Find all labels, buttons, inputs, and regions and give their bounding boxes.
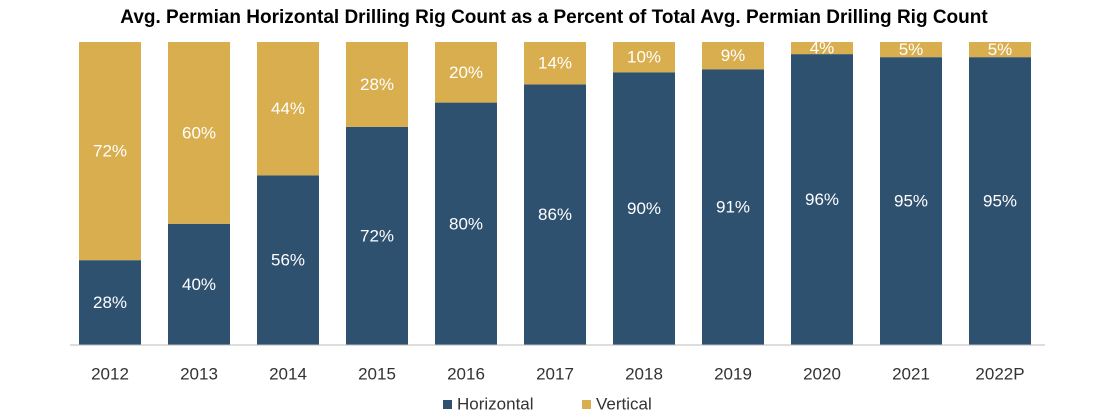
- bar-segment: [969, 42, 1031, 58]
- x-tick-label: 2013: [180, 364, 218, 383]
- x-tick-label: 2017: [536, 364, 574, 383]
- value-label: 10%: [627, 48, 661, 67]
- legend-swatch: [443, 400, 452, 409]
- x-tick-label: 2019: [714, 364, 752, 383]
- value-label: 5%: [988, 40, 1013, 59]
- legend-swatch: [582, 400, 591, 409]
- value-label: 72%: [93, 142, 127, 161]
- value-label: 91%: [716, 198, 750, 217]
- bar-segment: [791, 42, 853, 55]
- bar-segment: [880, 42, 942, 58]
- bar-segment: [79, 260, 141, 345]
- bar-segment: [79, 42, 141, 261]
- value-label: 72%: [360, 226, 394, 245]
- value-label: 40%: [182, 275, 216, 294]
- value-label: 95%: [983, 192, 1017, 211]
- x-tick-label: 2016: [447, 364, 485, 383]
- bar-segment: [524, 84, 586, 346]
- x-tick-label: 2012: [91, 364, 129, 383]
- value-label: 60%: [182, 123, 216, 142]
- bar-segment: [613, 42, 675, 73]
- x-tick-label: 2014: [269, 364, 307, 383]
- x-tick-label: 2018: [625, 364, 663, 383]
- value-label: 96%: [805, 190, 839, 209]
- bar-segment: [791, 54, 853, 346]
- bar-segment: [435, 42, 497, 103]
- value-label: 95%: [894, 192, 928, 211]
- bar-segment: [702, 69, 764, 346]
- value-label: 4%: [810, 39, 835, 58]
- x-tick-label: 2022P: [975, 364, 1024, 383]
- legend-label: Vertical: [596, 394, 652, 413]
- bar-segment: [346, 126, 408, 345]
- bar-segment: [168, 42, 230, 224]
- bar-segment: [257, 175, 319, 345]
- bar-segment: [257, 42, 319, 176]
- value-label: 28%: [93, 293, 127, 312]
- value-label: 9%: [721, 46, 746, 65]
- bar-segment: [969, 57, 1031, 346]
- bar-segment: [346, 42, 408, 127]
- value-label: 44%: [271, 99, 305, 118]
- value-label: 28%: [360, 75, 394, 94]
- legend-label: Horizontal: [457, 394, 534, 413]
- value-label: 5%: [899, 40, 924, 59]
- bar-segment: [702, 42, 764, 70]
- bar-segment: [613, 72, 675, 346]
- bar-segment: [435, 102, 497, 345]
- value-label: 90%: [627, 199, 661, 218]
- bar-segment: [168, 223, 230, 345]
- chart-title: Avg. Permian Horizontal Drilling Rig Cou…: [120, 7, 988, 28]
- bar-segment: [524, 42, 586, 85]
- x-tick-label: 2021: [892, 364, 930, 383]
- x-tick-label: 2020: [803, 364, 841, 383]
- value-label: 80%: [449, 214, 483, 233]
- value-label: 20%: [449, 63, 483, 82]
- value-label: 86%: [538, 205, 572, 224]
- bar-segment: [880, 57, 942, 346]
- value-label: 56%: [271, 251, 305, 270]
- value-label: 14%: [538, 54, 572, 73]
- x-tick-label: 2015: [358, 364, 396, 383]
